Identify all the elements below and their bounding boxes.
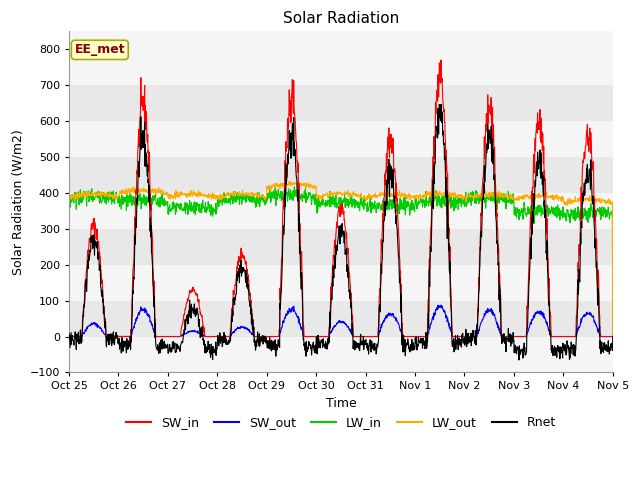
- SW_in: [273, 334, 281, 339]
- LW_out: [141, 187, 149, 192]
- SW_out: [567, 334, 575, 339]
- SW_in: [490, 127, 497, 132]
- Rnet: [515, 357, 523, 363]
- Line: SW_in: SW_in: [69, 60, 612, 336]
- LW_out: [285, 179, 292, 185]
- Y-axis label: Solar Radiation (W/m2): Solar Radiation (W/m2): [11, 129, 24, 275]
- LW_out: [490, 192, 497, 198]
- LW_in: [141, 199, 149, 204]
- SW_in: [609, 334, 616, 339]
- Legend: SW_in, SW_out, LW_in, LW_out, Rnet: SW_in, SW_out, LW_in, LW_out, Rnet: [121, 411, 561, 434]
- Rnet: [301, 346, 308, 352]
- Bar: [69, 49, 612, 85]
- SW_in: [65, 334, 73, 339]
- SW_out: [609, 334, 616, 339]
- LW_in: [490, 190, 497, 196]
- SW_out: [490, 311, 497, 317]
- Bar: [69, 193, 612, 229]
- Line: SW_out: SW_out: [69, 305, 612, 336]
- LW_out: [273, 183, 281, 189]
- SW_out: [484, 307, 492, 313]
- Bar: [69, 121, 612, 157]
- Rnet: [490, 147, 497, 153]
- Text: EE_met: EE_met: [74, 43, 125, 56]
- SW_out: [301, 334, 308, 339]
- SW_out: [65, 334, 73, 339]
- Bar: [69, 265, 612, 300]
- Title: Solar Radiation: Solar Radiation: [283, 11, 399, 26]
- Rnet: [273, 347, 281, 353]
- SW_out: [437, 302, 445, 308]
- Line: Rnet: Rnet: [69, 104, 612, 360]
- LW_in: [609, 334, 616, 339]
- Rnet: [568, 339, 575, 345]
- SW_in: [301, 334, 308, 339]
- SW_out: [141, 306, 149, 312]
- Bar: [69, 300, 612, 336]
- SW_in: [141, 102, 149, 108]
- Rnet: [65, 330, 73, 336]
- LW_in: [567, 214, 575, 219]
- Line: LW_in: LW_in: [69, 186, 612, 336]
- Rnet: [141, 142, 149, 147]
- SW_in: [437, 57, 445, 63]
- Rnet: [609, 334, 616, 339]
- Bar: [69, 85, 612, 121]
- Bar: [69, 157, 612, 193]
- Rnet: [437, 101, 445, 107]
- LW_out: [484, 192, 492, 197]
- LW_in: [273, 197, 281, 203]
- X-axis label: Time: Time: [326, 397, 356, 410]
- Rnet: [484, 132, 492, 138]
- SW_out: [273, 334, 281, 339]
- SW_in: [484, 106, 492, 111]
- Bar: [69, 229, 612, 265]
- SW_in: [567, 334, 575, 339]
- LW_in: [65, 193, 73, 199]
- LW_out: [609, 334, 616, 339]
- Line: LW_out: LW_out: [69, 182, 612, 336]
- Bar: [69, 336, 612, 372]
- LW_out: [301, 181, 309, 187]
- LW_out: [65, 196, 73, 202]
- LW_in: [282, 183, 290, 189]
- LW_in: [301, 195, 309, 201]
- LW_out: [567, 197, 575, 203]
- LW_in: [484, 192, 492, 198]
